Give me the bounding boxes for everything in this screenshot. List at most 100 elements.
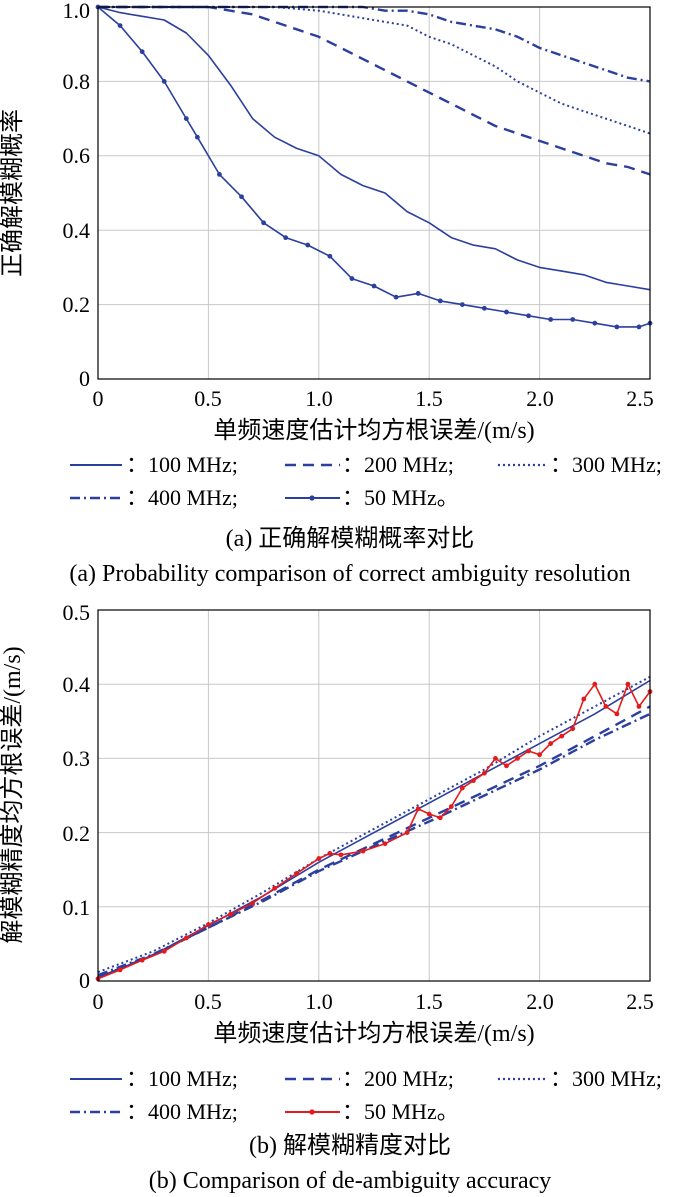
data-point-50mhz-18 [437, 815, 443, 821]
y-tick-b-2: 0.2 [63, 821, 91, 846]
legend-b: ：100 MHz; ：200 MHz; ：300 MHz; ：400 MHz; … [70, 1066, 662, 1124]
x-tick-a-1: 0.5 [194, 386, 222, 411]
legend-b-100mhz: ：100 MHz; [126, 1066, 238, 1091]
data-point-50mhz-7 [239, 194, 244, 200]
legend-b-50mhz: ：50 MHz。 [342, 1099, 459, 1124]
legend-a-200mhz: ：200 MHz; [342, 452, 454, 477]
y-axis-label-b: 解模糊精度均方根误差/(m/s) [0, 646, 26, 943]
data-point-50mhz-14 [382, 841, 388, 847]
plot-area-b [98, 610, 650, 981]
data-point-50mhz-3 [161, 79, 167, 84]
legend-b-400mhz: ：400 MHz; [126, 1099, 238, 1124]
x-tick-b-3: 1.5 [415, 989, 443, 1014]
y-tick-a-2: 0.4 [63, 218, 91, 243]
series-b [95, 675, 653, 982]
caption-a-cn: (a) 正确解模糊概率对比 [226, 525, 475, 552]
data-point-50mhz-24 [614, 324, 620, 330]
legend-a: ：100 MHz; ：200 MHz; ：300 MHz; ：400 MHz; … [70, 452, 662, 510]
data-point-50mhz-24 [504, 763, 509, 769]
x-tick-a-4: 2.0 [526, 386, 554, 411]
legend-b-300mhz: ：300 MHz; [550, 1066, 662, 1091]
data-point-50mhz-14 [393, 294, 399, 300]
data-point-50mhz-18 [482, 305, 487, 311]
series-line-300mhz [98, 6, 651, 135]
grid-a [98, 7, 650, 379]
data-point-50mhz-22 [482, 770, 487, 776]
y-tick-a-4: 0.8 [63, 69, 91, 94]
data-point-50mhz-11 [327, 253, 333, 259]
data-point-50mhz-1 [117, 967, 123, 973]
series-line-50mhz [97, 683, 651, 980]
data-point-50mhz-19 [504, 309, 509, 315]
data-point-50mhz-25 [515, 756, 520, 761]
data-point-50mhz-9 [283, 235, 289, 241]
data-point-50mhz-2 [139, 49, 145, 55]
data-point-50mhz-21 [470, 778, 476, 784]
data-point-50mhz-33 [603, 704, 609, 709]
data-point-50mhz-3 [161, 948, 167, 954]
x-tick-a-2: 1.0 [305, 386, 333, 411]
caption-b-en: (b) Comparison of de-ambiguity accuracy [149, 1168, 552, 1194]
panel-a: 0 0.2 0.4 0.6 0.8 1.0 0 0.5 1.0 1.5 2.0 … [0, 0, 662, 587]
data-point-50mhz-32 [592, 681, 598, 687]
data-point-50mhz-16 [415, 806, 421, 812]
data-point-50mhz-6 [228, 911, 233, 917]
y-tick-a-0: 0 [79, 366, 90, 391]
y-tick-a-3: 0.6 [63, 143, 91, 168]
series-line-300mhz [97, 675, 651, 974]
data-point-50mhz-13 [360, 848, 366, 854]
data-point-50mhz-29 [559, 733, 565, 739]
data-point-50mhz-8 [261, 220, 266, 226]
data-point-50mhz-19 [448, 804, 454, 810]
data-point-50mhz-28 [548, 741, 554, 746]
data-point-50mhz-12 [338, 852, 344, 858]
y-tick-b-1: 0.1 [63, 895, 91, 920]
data-point-50mhz-10 [316, 856, 322, 861]
data-point-50mhz-10 [305, 242, 311, 248]
x-tick-a-3: 1.5 [415, 386, 443, 411]
legend-a-300mhz: ：300 MHz; [550, 452, 662, 477]
data-point-50mhz-30 [570, 726, 576, 732]
data-point-50mhz-36 [636, 704, 642, 709]
data-point-50mhz-16 [437, 298, 443, 304]
data-point-50mhz-13 [371, 283, 377, 289]
data-point-50mhz-20 [459, 785, 465, 791]
x-axis-label-b: 单频速度估计均方根误差/(m/s) [213, 1020, 534, 1047]
data-point-50mhz-27 [537, 752, 542, 758]
data-point-50mhz-12 [349, 276, 355, 281]
data-point-50mhz-35 [625, 681, 631, 687]
data-point-50mhz-4 [183, 116, 189, 121]
data-point-50mhz-22 [570, 317, 576, 322]
legend-b-200mhz: ：200 MHz; [342, 1066, 454, 1091]
data-point-50mhz-20 [526, 313, 531, 319]
data-point-50mhz-17 [459, 302, 465, 307]
data-point-50mhz-1 [117, 23, 123, 28]
series-line-200mhz [97, 705, 651, 979]
y-axis-label-a: 正确解模糊概率 [0, 109, 26, 277]
x-tick-b-4: 2.0 [526, 989, 554, 1014]
legend-a-100mhz: ：100 MHz; [126, 452, 238, 477]
data-point-50mhz-11 [327, 850, 333, 856]
y-tick-b-4: 0.4 [63, 672, 91, 697]
x-tick-a-0: 0 [93, 386, 104, 411]
data-point-50mhz-26 [526, 748, 531, 754]
x-axis-label-a: 单频速度估计均方根误差/(m/s) [213, 417, 534, 444]
x-tick-b-5: 2.5 [626, 989, 654, 1014]
x-tick-b-1: 0.5 [194, 989, 222, 1014]
legend-a-400mhz: ：400 MHz; [126, 485, 238, 510]
data-point-50mhz-21 [548, 317, 554, 322]
data-point-50mhz-34 [614, 711, 620, 717]
panel-b: 0 0.1 0.2 0.3 0.4 0.5 0 0.5 1.0 1.5 2.0 … [0, 600, 662, 1194]
x-tick-a-5: 2.5 [626, 386, 654, 411]
data-point-50mhz-8 [272, 885, 278, 891]
data-point-50mhz-7 [250, 900, 255, 906]
data-point-50mhz-6 [217, 172, 222, 177]
x-tick-b-2: 1.0 [305, 989, 333, 1014]
data-point-50mhz-4 [183, 935, 189, 941]
data-point-50mhz-15 [415, 291, 421, 296]
data-point-50mhz-9 [294, 871, 300, 876]
plot-border-a [97, 6, 651, 380]
caption-a-en: (a) Probability comparison of correct am… [69, 561, 630, 587]
data-point-50mhz-15 [404, 830, 410, 835]
